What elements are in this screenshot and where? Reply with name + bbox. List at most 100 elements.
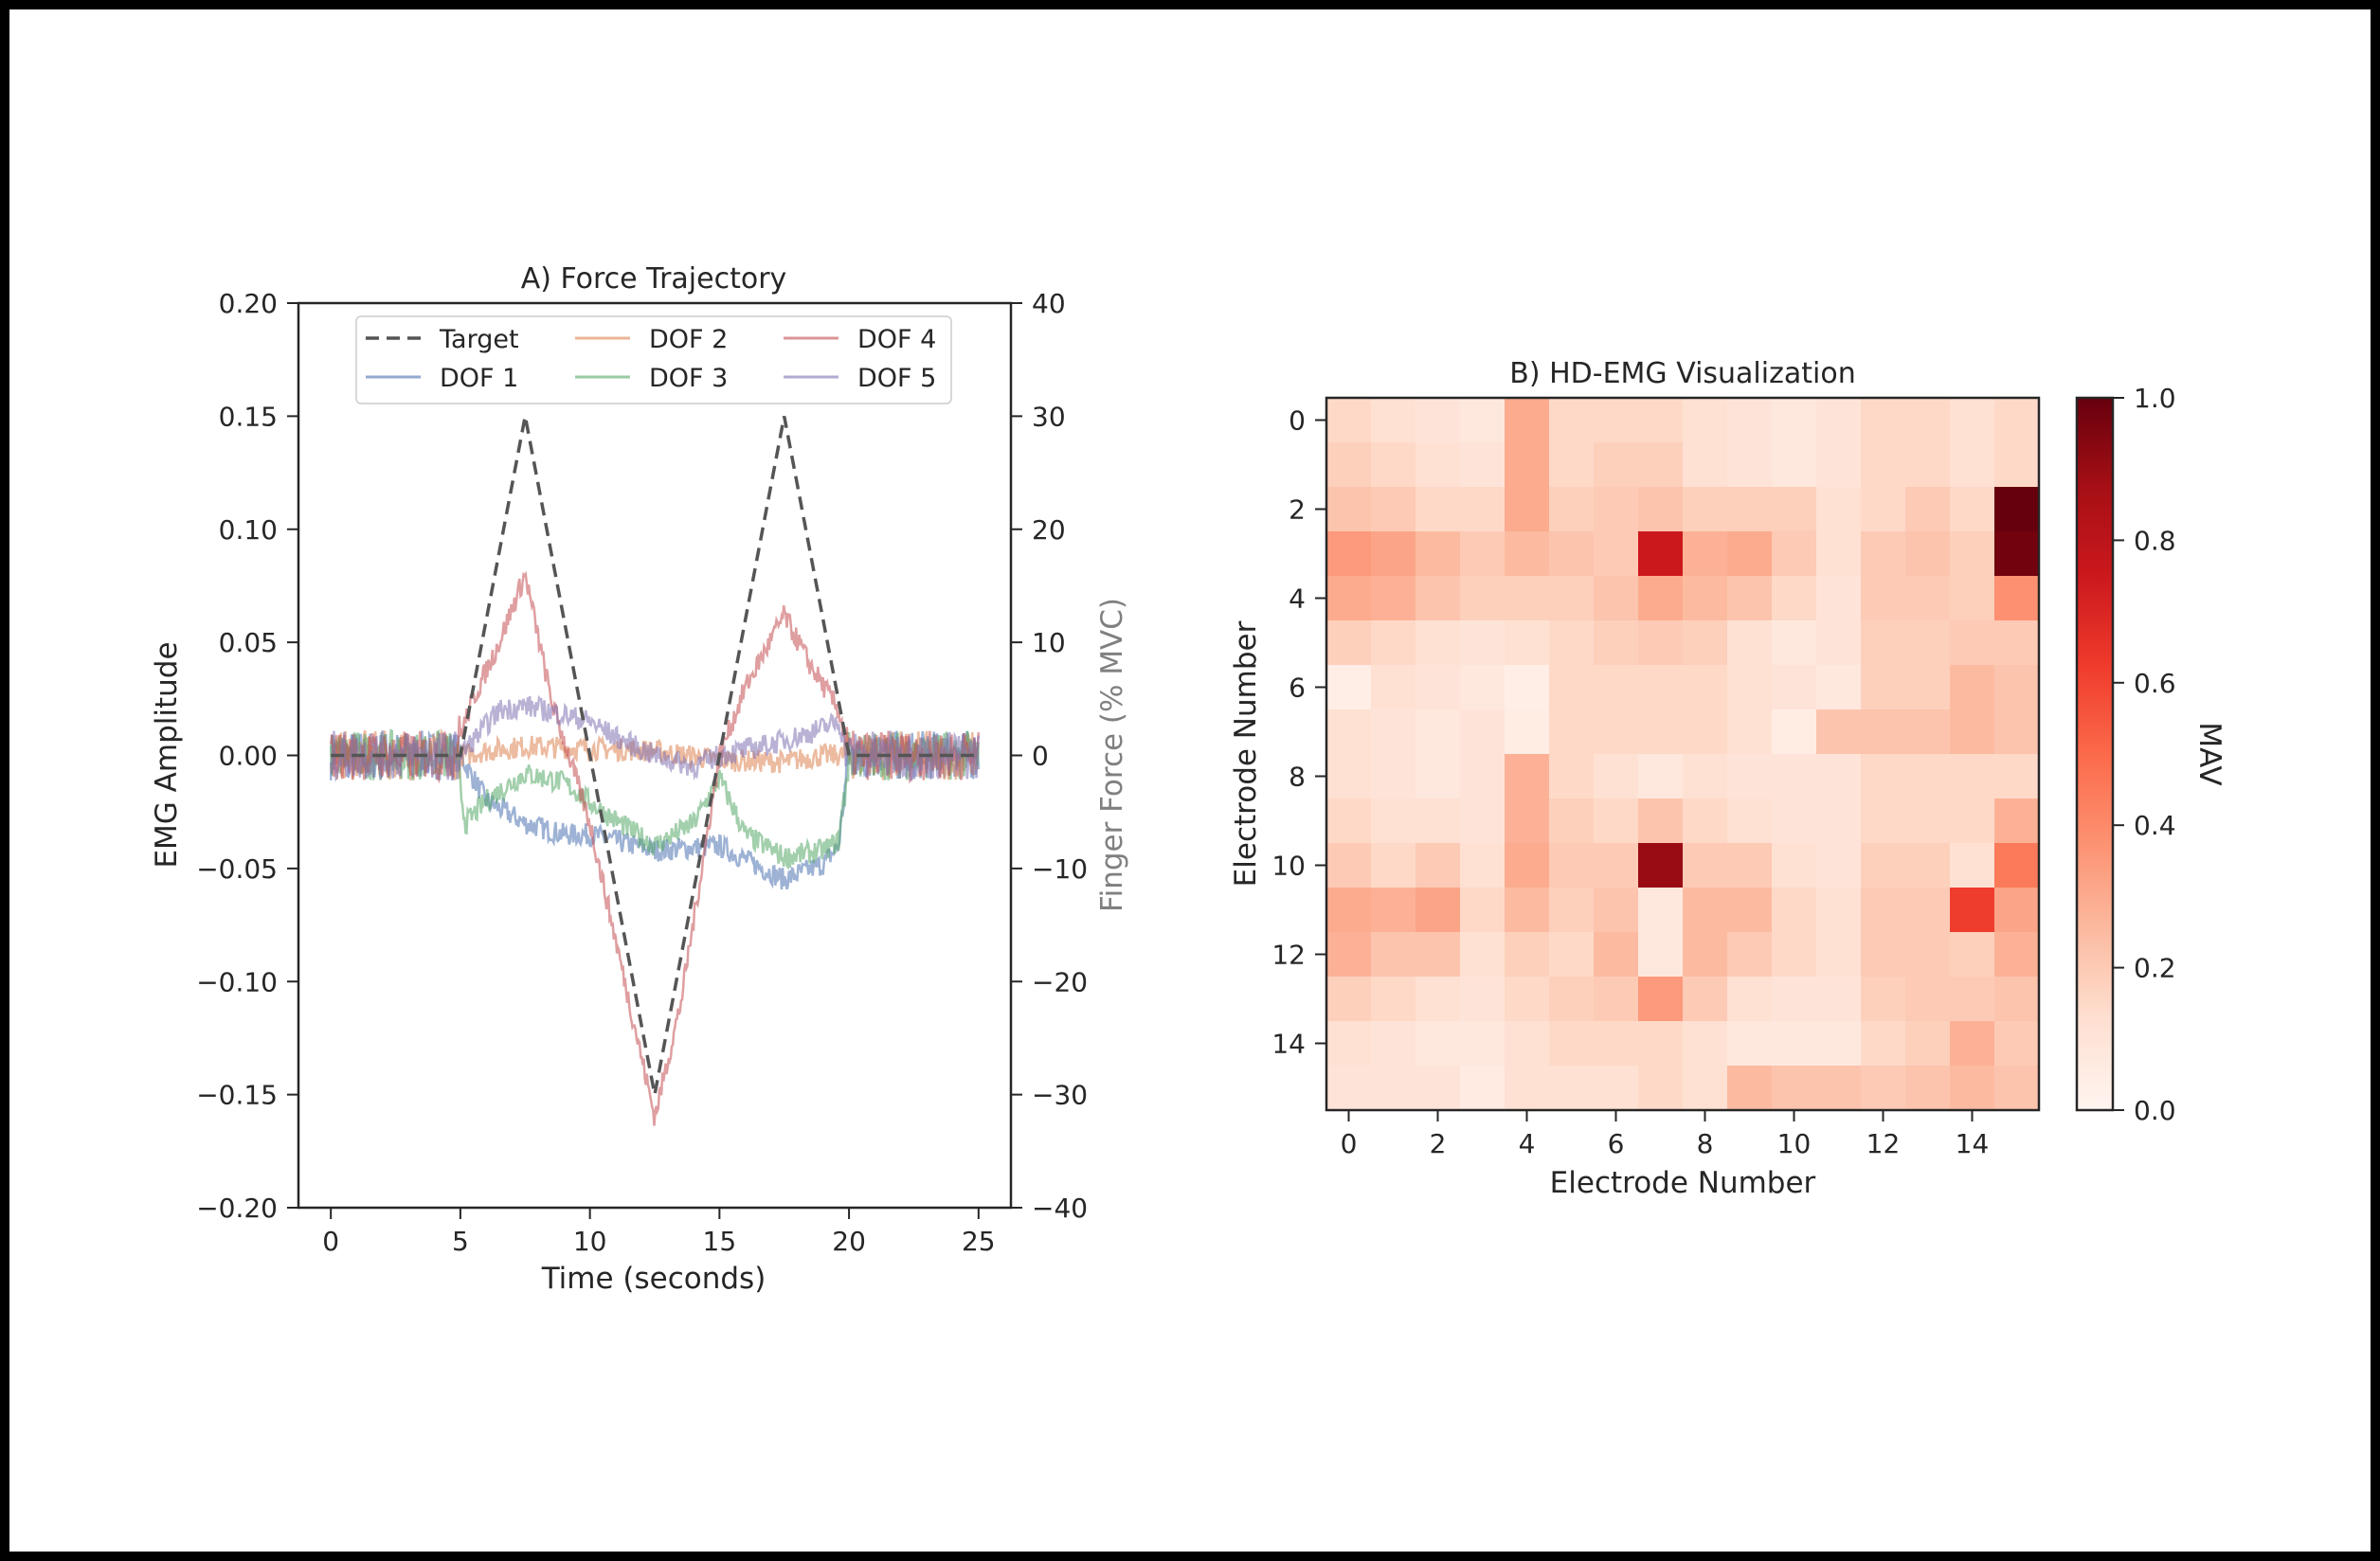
heatmap-cell	[1727, 888, 1773, 933]
heatmap-cell	[1415, 888, 1461, 933]
heatmap-cell	[1460, 665, 1506, 710]
heatmap-cell	[1638, 487, 1684, 532]
heatmap-cell	[1326, 442, 1372, 488]
y-tick-label: −0.20	[196, 1193, 278, 1224]
y2-tick-label: 20	[1032, 514, 1066, 546]
heatmap-cell	[1594, 888, 1639, 933]
heatmap-cell	[1505, 843, 1550, 888]
heatmap-cell	[1683, 798, 1728, 844]
heatmap-cell	[1505, 398, 1550, 443]
heatmap-cell	[1772, 442, 1817, 488]
heatmap-cell	[1861, 620, 1906, 666]
legend-label: DOF 5	[857, 364, 936, 393]
force-trajectory-legend: Target DOF 1 DOF 2 DOF 3 DOF 4 DOF 5	[355, 315, 952, 404]
y-tick-label: 0.00	[219, 741, 278, 772]
heatmap-cell	[1772, 888, 1817, 933]
heatmap-cell	[1727, 442, 1773, 488]
heatmap-cell	[1905, 665, 1951, 710]
hd-emg-x-ticks: 0 2 4 6 8 10 12 14	[1341, 1110, 1990, 1159]
heatmap-cell	[1861, 843, 1906, 888]
heatmap-cell	[1683, 932, 1728, 978]
heatmap-cell	[1505, 620, 1550, 666]
heatmap-cell	[1772, 1066, 1817, 1111]
heatmap-cell	[1594, 665, 1639, 710]
heatmap-cell	[1683, 398, 1728, 443]
heatmap-cell	[1727, 754, 1773, 799]
y2-tick-label: 0	[1032, 741, 1049, 772]
heatmap-cell	[1371, 665, 1416, 710]
heatmap-cell	[1415, 843, 1461, 888]
colorbar-tick-label: 0.6	[2134, 668, 2176, 699]
heatmap-cell	[1549, 977, 1595, 1022]
heatmap-cell	[1638, 1021, 1684, 1067]
heatmap-cell	[1638, 932, 1684, 978]
heatmap-cell	[1994, 665, 2040, 710]
legend-label: Target	[439, 325, 519, 354]
heatmap-cell	[1371, 620, 1416, 666]
hd-emg-y-ticks: 0 2 4 6 8 10 12 14	[1271, 405, 1326, 1060]
heatmap-cell	[1683, 442, 1728, 488]
heatmap-cell	[1816, 398, 1862, 443]
x-tick-label: 8	[1697, 1128, 1714, 1159]
series-target-line	[331, 416, 979, 1095]
heatmap-cell	[1460, 620, 1506, 666]
heatmap-cell	[1861, 531, 1906, 577]
y-tick-label: 14	[1271, 1029, 1306, 1060]
heatmap-cell	[1950, 576, 1995, 621]
heatmap-cell	[1326, 754, 1372, 799]
heatmap-cell	[1994, 576, 2040, 621]
heatmap-cell	[1638, 1066, 1684, 1111]
y2-tick-label: 30	[1032, 401, 1066, 432]
heatmap-cell	[1460, 442, 1506, 488]
heatmap-cell	[1683, 487, 1728, 532]
heatmap-cell	[1861, 487, 1906, 532]
heatmap-cell	[1683, 576, 1728, 621]
heatmap-cell	[1994, 709, 2040, 755]
heatmap-cell	[1683, 888, 1728, 933]
heatmap-cell	[1772, 798, 1817, 844]
heatmap-cell	[1638, 620, 1684, 666]
heatmap-cell	[1905, 798, 1951, 844]
y-tick-label: 12	[1271, 940, 1306, 971]
heatmap-cell	[1994, 798, 2040, 844]
heatmap-cell	[1683, 977, 1728, 1022]
heatmap-cell	[1415, 531, 1461, 577]
force-trajectory-y-ticks: −0.20 −0.15 −0.10 −0.05 0.00 0.05 0.10 0.15 0.20	[196, 288, 298, 1224]
heatmap-cell	[1415, 1066, 1461, 1111]
heatmap-cell	[1816, 620, 1862, 666]
heatmap-cell	[1549, 665, 1595, 710]
y-tick-label: 0.20	[219, 288, 278, 319]
series-dof-4-line	[329, 570, 981, 1126]
heatmap-cell	[1326, 531, 1372, 577]
x-tick-label: 25	[962, 1226, 996, 1257]
heatmap-cell	[1638, 531, 1684, 577]
heatmap-cell	[1727, 1066, 1773, 1111]
heatmap-cell	[1326, 665, 1372, 710]
heatmap-cell	[1505, 442, 1550, 488]
heatmap-cell	[1727, 665, 1773, 710]
heatmap-cell	[1950, 977, 1995, 1022]
heatmap-cell	[1772, 709, 1817, 755]
hd-emg-xlabel: Electrode Number	[1550, 1166, 1816, 1200]
heatmap-cell	[1505, 888, 1550, 933]
heatmap-cell	[1950, 487, 1995, 532]
heatmap-cell	[1994, 620, 2040, 666]
heatmap-cell	[1905, 709, 1951, 755]
heatmap-cell	[1371, 932, 1416, 978]
heatmap-cell	[1371, 1021, 1416, 1067]
colorbar-ticks: 0.0 0.2 0.4 0.6 0.8 1.0	[2113, 383, 2176, 1126]
heatmap-cell	[1549, 709, 1595, 755]
heatmap-cell	[1594, 754, 1639, 799]
x-tick-label: 14	[1956, 1128, 1990, 1159]
heatmap-cell	[1549, 442, 1595, 488]
colorbar-tick-label: 1.0	[2134, 383, 2176, 414]
y-tick-label: 2	[1289, 494, 1306, 526]
heatmap-cell	[1505, 709, 1550, 755]
legend-label: DOF 2	[649, 325, 728, 354]
heatmap-cell	[1950, 798, 1995, 844]
heatmap-cell	[1326, 398, 1372, 443]
heatmap-cell	[1861, 798, 1906, 844]
colorbar-tick-label: 0.8	[2134, 525, 2176, 556]
heatmap-cell	[1683, 620, 1728, 666]
